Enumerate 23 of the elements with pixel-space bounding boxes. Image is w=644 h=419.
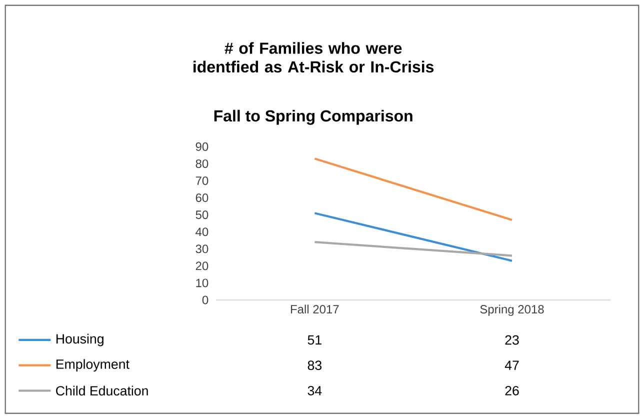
chart-subtitle: Fall to Spring Comparison	[214, 110, 412, 125]
data-label: 23	[505, 335, 519, 345]
x-tick-label: Fall 2017	[290, 304, 339, 314]
x-tick-label: Spring 2018	[480, 304, 544, 316]
y-tick-label: 50	[196, 210, 208, 220]
legend-label: Child Education	[56, 386, 148, 396]
y-tick-label: 20	[196, 262, 208, 270]
data-label: 47	[504, 360, 519, 370]
y-tick-label: 70	[196, 176, 208, 186]
legend-label: Employment	[56, 359, 130, 372]
data-label: 26	[505, 386, 519, 396]
y-tick-label: 10	[196, 278, 208, 288]
y-tick-label: 0	[202, 296, 208, 304]
y-tick-label: 90	[196, 142, 208, 152]
data-label: 34	[308, 386, 322, 396]
data-label: 51	[308, 336, 322, 345]
legend-label: Housing	[56, 334, 104, 346]
y-tick-label: 60	[196, 194, 208, 202]
y-tick-label: 80	[196, 160, 208, 168]
y-tick-label: 30	[196, 244, 208, 254]
y-tick-label: 40	[196, 228, 208, 236]
chart-title: # of Families who were identfied as At-Risk or In-Crisis	[194, 42, 434, 73]
data-label: 83	[308, 360, 322, 370]
